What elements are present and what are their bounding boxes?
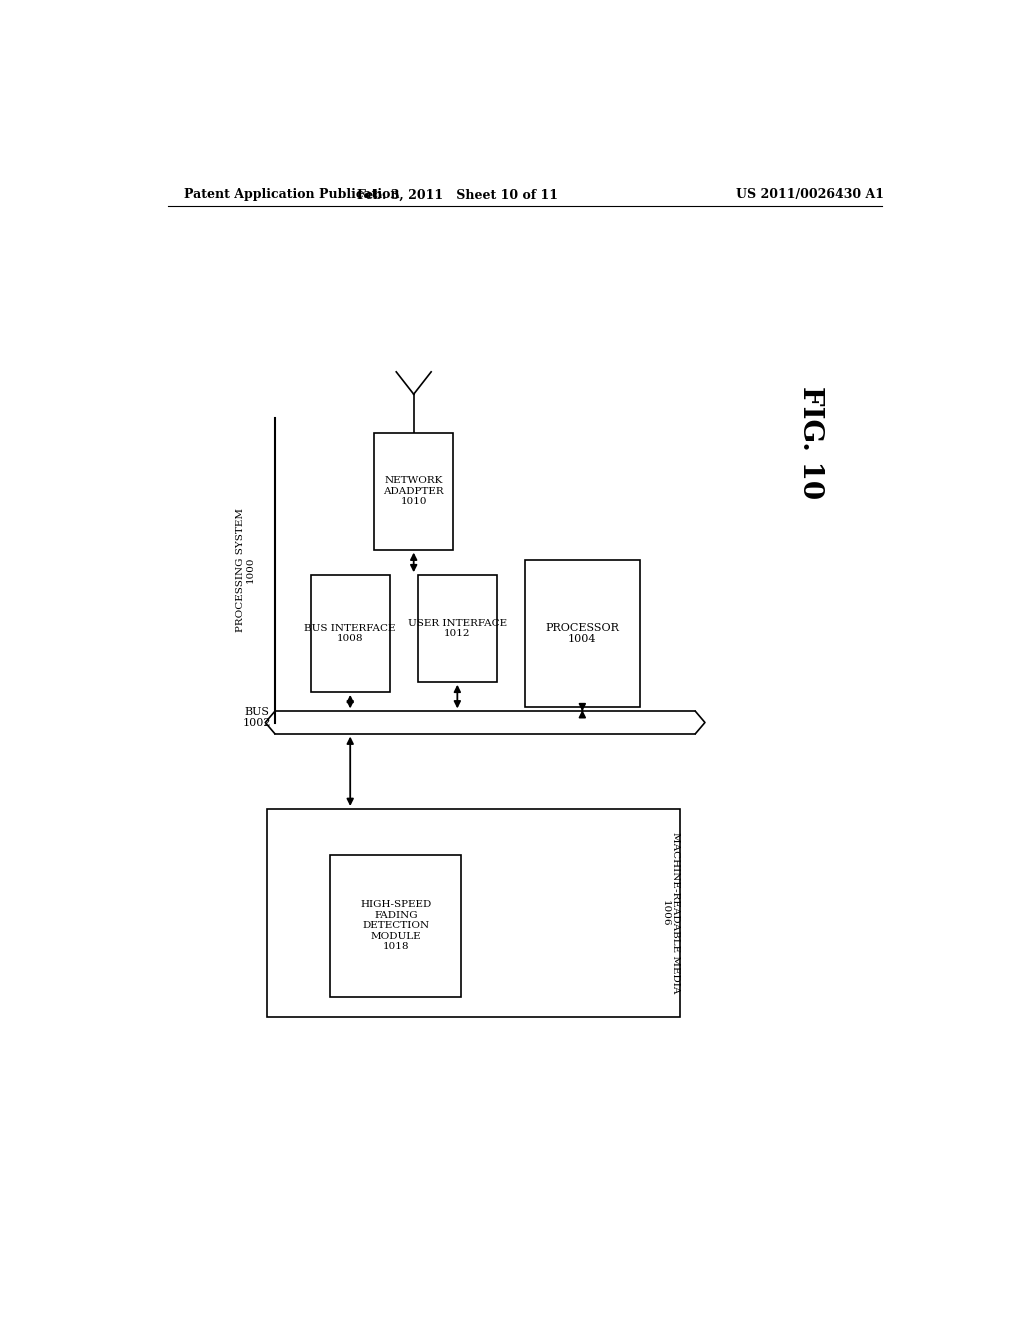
Bar [310,576,390,692]
Bar [524,560,640,708]
Bar [418,576,497,682]
Polygon shape [265,711,705,734]
Text: PROCESSING SYSTEM
1000: PROCESSING SYSTEM 1000 [236,508,255,632]
Bar [331,854,462,997]
Text: PROCESSOR
1004: PROCESSOR 1004 [546,623,620,644]
Text: FIG. 10: FIG. 10 [797,387,824,499]
Text: Feb. 3, 2011   Sheet 10 of 11: Feb. 3, 2011 Sheet 10 of 11 [356,189,558,202]
Text: USER INTERFACE
1012: USER INTERFACE 1012 [408,619,507,638]
Text: MACHINE-READABLE MEDIA
1006: MACHINE-READABLE MEDIA 1006 [660,833,680,994]
Text: NETWORK
ADADPTER
1010: NETWORK ADADPTER 1010 [383,477,444,506]
Bar [267,809,680,1018]
Text: HIGH-SPEED
FADING
DETECTION
MODULE
1018: HIGH-SPEED FADING DETECTION MODULE 1018 [360,900,431,952]
Text: Patent Application Publication: Patent Application Publication [183,189,399,202]
Bar [374,433,454,549]
Text: US 2011/0026430 A1: US 2011/0026430 A1 [736,189,885,202]
Text: BUS INTERFACE
1008: BUS INTERFACE 1008 [304,624,396,643]
Text: BUS
1002: BUS 1002 [243,706,270,729]
